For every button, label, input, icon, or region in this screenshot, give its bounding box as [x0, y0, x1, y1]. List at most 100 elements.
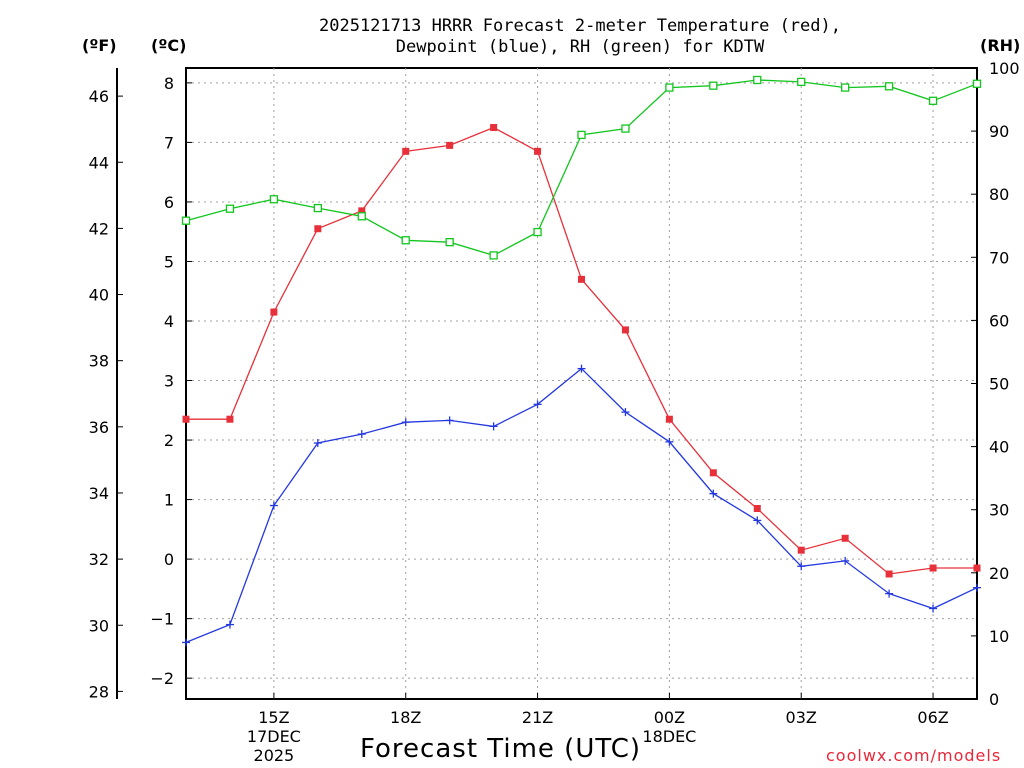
data-point	[489, 251, 498, 260]
chart-title: 2025121713 HRRR Forecast 2-meter Tempera…	[200, 16, 960, 58]
rh-tick-label: 20	[989, 564, 1009, 583]
celsius-tick-label: −1	[150, 610, 174, 629]
data-point	[621, 408, 630, 417]
data-point	[357, 430, 366, 439]
data-point	[797, 546, 805, 554]
x-tick-label: 18DEC	[642, 727, 696, 746]
plot-frame	[185, 67, 978, 700]
data-point	[313, 203, 322, 213]
data-point	[358, 207, 366, 215]
data-point	[533, 400, 542, 409]
fahrenheit-tick-label: 32	[89, 550, 109, 569]
data-point	[709, 81, 718, 90]
data-point	[534, 147, 542, 155]
data-point	[709, 469, 717, 477]
data-point	[885, 570, 893, 578]
data-point	[709, 489, 718, 498]
data-point	[225, 620, 234, 629]
data-point	[665, 437, 674, 446]
x-tick-label: 00Z	[654, 708, 685, 727]
data-point	[577, 364, 586, 373]
celsius-tick-label: 6	[164, 193, 174, 212]
data-point	[225, 204, 235, 213]
rh-tick-label: 60	[989, 311, 1009, 330]
data-point	[577, 130, 586, 140]
celsius-tick-label: 7	[164, 133, 174, 152]
series-line	[185, 367, 978, 644]
series-line	[185, 79, 978, 257]
rh-tick-label: 100	[989, 59, 1020, 78]
fahrenheit-tick-label: 28	[89, 682, 109, 701]
data-point	[578, 275, 585, 283]
data-point	[445, 416, 454, 425]
data-point	[885, 589, 894, 598]
data-point	[357, 212, 366, 221]
data-point	[972, 79, 982, 88]
fahrenheit-tick-label: 36	[89, 418, 109, 437]
celsius-tick-label: 0	[164, 550, 174, 569]
data-point	[753, 516, 762, 525]
fahrenheit-tick-label: 40	[89, 286, 109, 305]
data-point	[665, 415, 673, 423]
x-tick-label: 03Z	[786, 708, 817, 727]
data-point	[489, 422, 498, 431]
data-point	[181, 216, 191, 225]
celsius-unit-label: (ºC)	[151, 36, 187, 55]
data-point	[533, 227, 542, 237]
fahrenheit-tick-label: 42	[89, 219, 109, 238]
x-tick-label: 06Z	[917, 708, 948, 727]
data-point	[929, 564, 937, 572]
x-tick-label: 15Z	[258, 708, 289, 727]
data-point	[270, 308, 278, 316]
data-point	[665, 83, 674, 92]
celsius-tick-label: 8	[164, 74, 174, 93]
data-point	[928, 96, 938, 105]
fahrenheit-tick-label: 30	[89, 616, 109, 635]
data-point	[313, 439, 322, 448]
fahrenheit-tick-label: 34	[89, 484, 109, 503]
credit-link[interactable]: coolwx.com/models	[826, 746, 1002, 765]
x-tick-label: 17DEC	[247, 727, 301, 746]
celsius-tick-label: 5	[164, 252, 174, 271]
rh-tick-label: 10	[989, 627, 1009, 646]
data-point	[841, 534, 849, 542]
data-point	[753, 505, 761, 513]
chart-title-line1: 2025121713 HRRR Forecast 2-meter Tempera…	[319, 16, 841, 36]
data-point	[269, 501, 278, 510]
rh-tick-label: 30	[989, 501, 1009, 520]
rh-unit-label: (RH)	[980, 36, 1021, 55]
series-line	[186, 126, 977, 575]
rh-tick-label: 90	[989, 122, 1009, 141]
data-point	[797, 562, 806, 571]
rh-tick-label: 50	[989, 375, 1009, 394]
x-tick-label: 18Z	[390, 708, 421, 727]
data-point	[182, 415, 190, 423]
data-point	[402, 147, 410, 155]
data-point	[182, 638, 190, 647]
data-point	[929, 604, 938, 613]
celsius-tick-label: 3	[164, 372, 174, 391]
data-point	[973, 564, 981, 572]
celsius-tick-label: 1	[164, 491, 174, 510]
fahrenheit-unit-label: (ºF)	[82, 36, 117, 55]
celsius-tick-label: 2	[164, 431, 174, 450]
data-point	[753, 75, 762, 85]
series-rh	[181, 75, 982, 260]
data-point	[621, 326, 629, 334]
data-point	[226, 415, 234, 423]
data-point	[314, 225, 322, 233]
data-point	[490, 124, 498, 132]
chart-title-line2: Dewpoint (blue), RH (green) for KDTW	[395, 37, 765, 57]
fahrenheit-tick-label: 38	[89, 352, 109, 371]
rh-tick-label: 0	[989, 690, 999, 709]
data-point	[621, 124, 630, 133]
data-point	[445, 238, 454, 247]
series-2-meter-temperature	[182, 124, 981, 578]
x-tick-label: 2025	[254, 746, 295, 765]
data-point	[841, 556, 850, 565]
fahrenheit-tick-label: 46	[89, 87, 109, 106]
celsius-tick-label: −2	[150, 669, 174, 688]
x-axis-label: Forecast Time (UTC)	[360, 734, 642, 764]
series-dewpoint	[182, 364, 981, 647]
